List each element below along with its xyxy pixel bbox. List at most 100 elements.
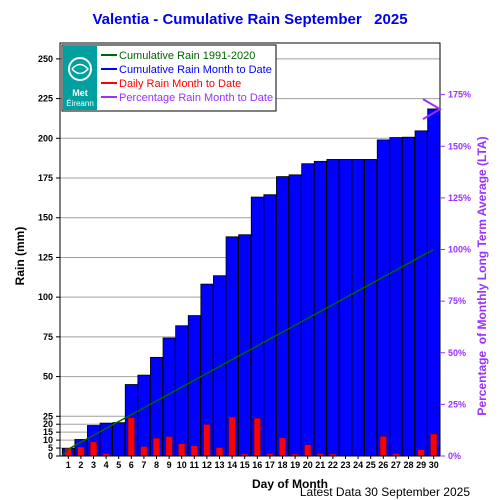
daily-bar [178,443,186,457]
daily-bar [140,446,148,457]
daily-bar [77,446,85,457]
y-tick-label: 5 [48,443,53,453]
latest-data-note: Latest Data 30 September 2025 [300,485,470,499]
cumulative-bar [376,139,390,457]
daily-bar [127,417,135,457]
y-tick-label: 150 [38,213,53,223]
y-tick-label: 225 [38,94,53,104]
daily-bar [190,445,198,457]
x-tick-label: 19 [290,460,300,470]
y2-tick-label: 100% [448,245,471,255]
percentage-marker [422,98,442,120]
x-tick-label: 3 [91,460,96,470]
y-tick-label: 25 [43,411,53,421]
y-tick-label: 20 [43,419,53,429]
x-tick-label: 21 [315,460,325,470]
x-tick-label: 8 [154,460,159,470]
y-tick-label: 175 [38,173,53,183]
cumulative-bar [414,130,428,457]
logo-text-line: Met [72,88,88,98]
x-tick-label: 12 [202,460,212,470]
y-tick-label: 0 [48,451,53,461]
x-tick-label: 22 [328,460,338,470]
percentage-chevron [422,98,442,120]
lta-series-line [61,248,435,457]
daily-bar [417,449,425,457]
daily-bars [64,416,438,457]
x-tick-label: 29 [416,460,426,470]
daily-bar [253,418,261,457]
x-tick-label: 14 [227,460,237,470]
x-tick-label: 6 [129,460,134,470]
daily-bar [90,441,97,457]
daily-bar [279,437,286,457]
logo-text-line: Éireann [66,99,94,108]
x-tick-label: 2 [78,460,83,470]
cumulative-bar [276,176,289,457]
chart-title: Valentia - Cumulative Rain September 202… [92,11,407,28]
y-tick-label: 75 [43,332,53,342]
lta-line [61,248,435,457]
cumulative-bar [175,325,189,457]
daily-bar [228,416,236,457]
x-tick-label: 11 [190,460,200,470]
y-axis-label: Rain (mm) [13,227,27,286]
x-tick-label: 25 [366,460,376,470]
daily-bar [165,436,173,457]
x-tick-label: 7 [141,460,146,470]
legend-label: Cumulative Rain Month to Date [119,64,272,76]
legend-label: Cumulative Rain 1991-2020 [119,50,255,62]
y-tick-label: 200 [38,133,53,143]
cumulative-bar [301,163,315,457]
x-tick-label: 9 [167,460,172,470]
cumulative-bar [112,422,126,457]
cumulative-bar [187,315,201,457]
y2-tick-label: 25% [448,399,466,409]
cumulative-bar [238,234,252,457]
x-tick-label: 16 [252,460,262,470]
x-tick-label: 18 [277,460,287,470]
daily-bar [153,438,160,457]
y2-tick-label: 150% [448,141,471,151]
y-tick-label: 125 [38,252,53,262]
cumulative-bar [427,108,441,457]
y2-tick-label: 175% [448,90,471,100]
x-tick-label: 24 [353,460,363,470]
cumulative-bar [288,174,302,457]
cumulative-bar [250,196,264,457]
daily-bar [430,433,438,457]
y-tick-label: 10 [43,435,53,445]
x-tick-label: 30 [429,460,439,470]
logo-swirl-icon [68,57,92,81]
legend-box [61,44,277,112]
daily-bar [203,424,211,457]
y2-tick-label: 0% [448,451,461,461]
y-tick-label: 15 [43,427,53,437]
y2-tick-label: 50% [448,348,466,358]
cumulative-bar [402,136,415,457]
y2-tick-label: 125% [448,193,471,203]
cumulative-bar [351,159,365,457]
legend-label: Percentage Rain Month to Date [119,92,273,104]
x-ticks: 1 2 3 4 5 6 7 8 9 10 11 12 13 14 15 16 17 18 19 20 21 22 23 24 2… [66,456,439,470]
legend-label: Daily Rain Month to Date [119,78,241,90]
x-tick-label: 15 [240,460,250,470]
y-tick-label: 250 [38,54,53,64]
daily-bar [379,436,387,457]
cumulative-bar [364,159,378,457]
x-tick-label: 20 [303,460,313,470]
x-tick-label: 4 [104,460,109,470]
x-tick-label: 28 [403,460,413,470]
cumulative-bar [263,194,277,457]
daily-bar [304,444,312,457]
x-tick-label: 26 [378,460,388,470]
y2-axis-label: Percentage of Monthly Long Term Average … [475,136,489,415]
y-tick-label: 50 [43,372,53,382]
daily-bar [216,447,223,457]
x-axis-label: Day of Month [252,477,328,491]
met-eireann-logo [63,46,97,110]
x-tick-label: 10 [177,460,187,470]
